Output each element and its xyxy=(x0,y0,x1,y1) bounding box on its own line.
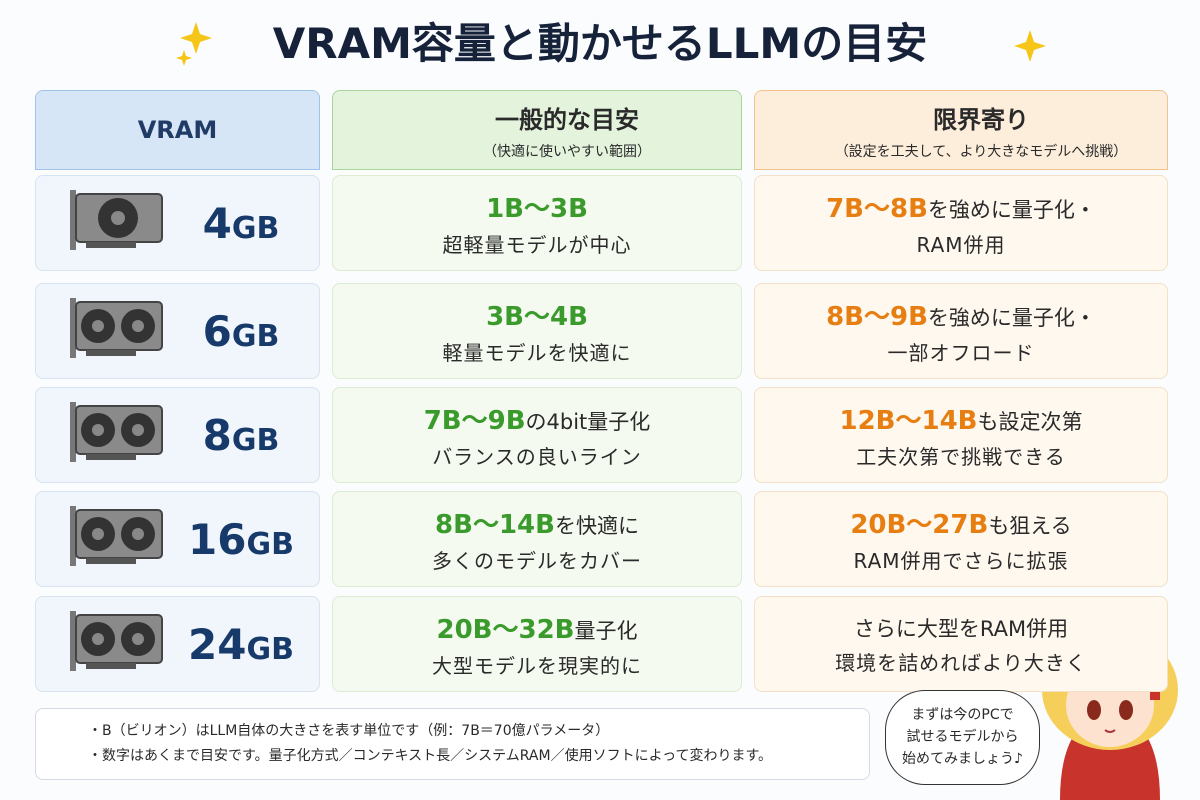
model-range: 8B～9B xyxy=(826,302,928,332)
bubble-line: 始めてみましょう♪ xyxy=(902,751,1023,767)
icon xyxy=(66,188,166,258)
line: 7B～9Bの4bit量子化 xyxy=(424,400,651,437)
vram: 16GB xyxy=(166,515,316,564)
gpu-icon xyxy=(70,402,163,462)
line: RAM併用 xyxy=(916,233,1006,257)
icon xyxy=(66,504,166,574)
header-title: 一般的な目安 xyxy=(495,105,639,134)
vram-unit: GB xyxy=(231,318,280,354)
line: 多くのモデルをカバー xyxy=(432,549,642,573)
vram-unit: GB xyxy=(231,422,280,458)
gpu-icon xyxy=(70,611,163,671)
gpu-icon xyxy=(70,298,163,358)
gpu-icon xyxy=(70,190,163,250)
general-cell: 3B～4B 軽量モデルを快適に xyxy=(332,283,742,379)
line: 7B～8Bを強めに量子化・ xyxy=(826,188,1096,225)
gpu-icon xyxy=(70,506,163,566)
text: 量子化 xyxy=(574,619,638,643)
line: RAM併用でさらに拡張 xyxy=(853,549,1069,573)
text: も設定次第 xyxy=(977,410,1083,434)
line: 12B～14Bも設定次第 xyxy=(840,400,1083,437)
text: の4bit量子化 xyxy=(525,410,651,434)
vram-cell: 8GB xyxy=(35,387,320,483)
vram-size: 8 xyxy=(202,410,232,460)
vram-unit: GB xyxy=(246,526,294,562)
vram: 24GB xyxy=(166,620,316,669)
line: さらに大型をRAM併用 xyxy=(854,613,1068,643)
vram-size: 16 xyxy=(188,514,247,564)
note: ・B（ビリオン）はLLM自体の大きさを表す単位です（例：7B＝70億パラメータ） xyxy=(88,723,610,739)
line: 3B～4B xyxy=(486,296,588,333)
model-range: 3B～4B xyxy=(486,302,588,332)
vram: 4GB xyxy=(166,199,316,248)
limit-cell: さらに大型をRAM併用 環境を詰めればより大きく xyxy=(754,596,1168,692)
vram-unit: GB xyxy=(246,631,294,667)
model-range: 12B～14B xyxy=(839,406,978,436)
sparkle xyxy=(180,22,212,54)
vram-size: 6 xyxy=(202,306,232,356)
header-limit: 限界寄り （設定を工夫して、より大きなモデルへ挑戦） xyxy=(754,90,1168,170)
bubble-line: まずは今のPCで xyxy=(911,707,1014,723)
header-subtitle: （設定を工夫して、より大きなモデルへ挑戦） xyxy=(834,143,1128,160)
speech-bubble: まずは今のPCで 試せるモデルから 始めてみましょう♪ xyxy=(885,690,1040,785)
vram-cell: 4GB xyxy=(35,175,320,271)
vram: 6GB xyxy=(166,307,316,356)
line: 8B～9Bを強めに量子化・ xyxy=(826,296,1096,333)
line: 20B～32B量子化 xyxy=(437,609,638,646)
vram-unit: GB xyxy=(231,210,280,246)
sparkle xyxy=(1014,30,1046,62)
model-range: 20B～27B xyxy=(850,510,989,540)
model-range: 7B～8B xyxy=(826,194,928,224)
limit-cell: 12B～14Bも設定次第工夫次第で挑戦できる xyxy=(754,387,1168,483)
general-cell: 1B～3B 超軽量モデルが中心 xyxy=(332,175,742,271)
line: 超軽量モデルが中心 xyxy=(442,233,632,257)
line: バランスの良いライン xyxy=(432,445,642,469)
vram-cell: 16GB xyxy=(35,491,320,587)
model-range: 20B～32B xyxy=(436,615,575,645)
vram-size: 24 xyxy=(188,619,247,669)
note-box: ・B（ビリオン）はLLM自体の大きさを表す単位です（例：7B＝70億パラメータ）… xyxy=(35,708,870,780)
icon xyxy=(66,609,166,679)
text: を快適に xyxy=(554,514,639,538)
vram-cell: 24GB xyxy=(35,596,320,692)
general-cell: 20B～32B量子化大型モデルを現実的に xyxy=(332,596,742,692)
note: ・数字はあくまで目安です。量子化方式／コンテキスト長／システムRAM／使用ソフト… xyxy=(88,748,773,764)
header-general: 一般的な目安 （快適に使いやすい範囲） xyxy=(332,90,742,170)
line: 環境を詰めればより大きく xyxy=(835,650,1087,675)
general-cell: 7B～9Bの4bit量子化バランスの良いライン xyxy=(332,387,742,483)
model-range: 8B～14B xyxy=(435,510,555,540)
sparkle xyxy=(176,50,192,66)
vram-size: 4 xyxy=(202,198,232,248)
text: を強めに量子化・ xyxy=(927,306,1096,330)
icon xyxy=(66,296,166,366)
model-range: 1B～3B xyxy=(486,194,588,224)
title: VRAM容量と動かせるLLMの目安 xyxy=(272,19,928,68)
header-subtitle: （快適に使いやすい範囲） xyxy=(483,143,651,160)
limit-cell: 7B～8Bを強めに量子化・ RAM併用 xyxy=(754,175,1168,271)
vram: 8GB xyxy=(166,411,316,460)
header-vram: VRAM xyxy=(35,90,320,170)
line: 20B～27Bも狙える xyxy=(850,504,1071,541)
text: を強めに量子化・ xyxy=(927,198,1096,222)
icon xyxy=(66,400,166,470)
limit-cell: 20B～27Bも狙える RAM併用でさらに拡張 xyxy=(754,491,1168,587)
line: 軽量モデルを快適に xyxy=(442,341,632,365)
header-title: 限界寄り xyxy=(933,105,1029,134)
line: 大型モデルを現実的に xyxy=(432,654,642,678)
bubble-line: 試せるモデルから xyxy=(906,729,1019,745)
line: 一部オフロード xyxy=(887,341,1035,365)
line: 1B～3B xyxy=(486,188,588,225)
vram-cell: 6GB xyxy=(35,283,320,379)
general-cell: 8B～14Bを快適に多くのモデルをカバー xyxy=(332,491,742,587)
line: 工夫次第で挑戦できる xyxy=(856,445,1066,469)
line: 8B～14Bを快適に xyxy=(435,504,639,541)
text: さらに大型をRAM併用 xyxy=(853,616,1069,641)
limit-cell: 8B～9Bを強めに量子化・一部オフロード xyxy=(754,283,1168,379)
text: も狙える xyxy=(988,514,1072,538)
model-range: 7B～9B xyxy=(423,406,526,436)
